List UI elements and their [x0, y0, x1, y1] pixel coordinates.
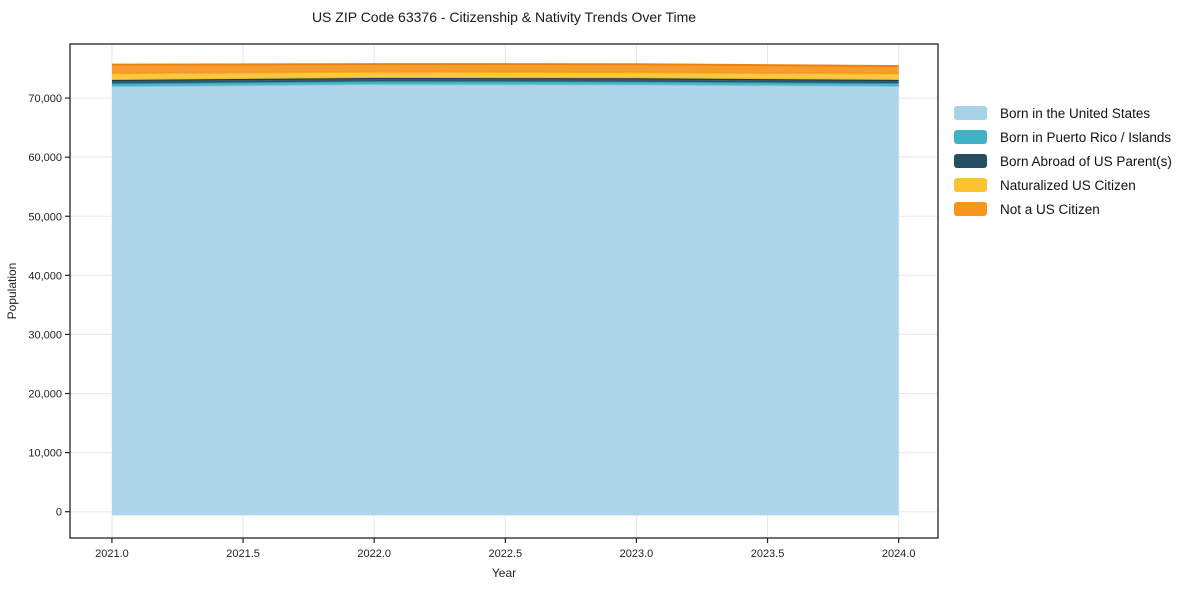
x-tick-label: 2022.0	[357, 548, 391, 560]
legend-item-2[interactable]: Born in Puerto Rico / Islands	[954, 130, 1171, 145]
legend-swatch	[954, 178, 987, 192]
y-tick-label: 30,000	[28, 329, 62, 341]
area-band-5	[111, 64, 899, 74]
axis-ticks: 2021.0 2021.5 2022.0 2022.5 2023.0 2023.5 2024…	[28, 93, 915, 560]
area-top-line-5	[111, 63, 899, 68]
legend-swatch	[954, 130, 987, 144]
y-tick-label: 20,000	[28, 389, 62, 401]
chart-title: US ZIP Code 63376 - Citizenship & Nativi…	[312, 9, 696, 25]
x-axis-label: Year	[492, 566, 516, 580]
x-tick-label: 2023.5	[751, 548, 785, 560]
x-tick-label: 2022.5	[488, 548, 522, 560]
x-tick-label: 2021.5	[226, 548, 260, 560]
y-axis-label: Population	[5, 263, 19, 320]
legend-item-5[interactable]: Not a US Citizen	[954, 202, 1100, 217]
x-tick-label: 2024.0	[882, 548, 916, 560]
legend-label: Born Abroad of US Parent(s)	[1000, 154, 1172, 169]
area-band-1	[111, 84, 899, 516]
y-tick-label: 10,000	[28, 448, 62, 460]
legend-label: Born in the United States	[1000, 106, 1150, 121]
y-tick-label: 70,000	[28, 93, 62, 105]
area-series-layer	[111, 63, 899, 516]
y-tick-label: 50,000	[28, 211, 62, 223]
legend-swatch	[954, 202, 987, 216]
legend-swatch	[954, 106, 987, 120]
y-tick-label: 60,000	[28, 152, 62, 164]
x-tick-label: 2021.0	[95, 548, 129, 560]
legend-item-4[interactable]: Naturalized US Citizen	[954, 178, 1136, 193]
y-tick-label: 0	[56, 507, 62, 519]
legend-item-1[interactable]: Born in the United States	[954, 106, 1150, 121]
legend-label: Not a US Citizen	[1000, 202, 1100, 217]
plot-border	[69, 43, 939, 539]
area-band-4	[111, 71, 899, 81]
x-tick-label: 2023.0	[620, 548, 654, 560]
legend-swatch	[954, 154, 987, 168]
legend-label: Born in Puerto Rico / Islands	[1000, 130, 1171, 145]
y-tick-label: 40,000	[28, 270, 62, 282]
legend-item-3[interactable]: Born Abroad of US Parent(s)	[954, 154, 1172, 169]
legend-label: Naturalized US Citizen	[1000, 178, 1136, 193]
legend: Born in the United States Born in Puerto …	[954, 106, 1172, 217]
